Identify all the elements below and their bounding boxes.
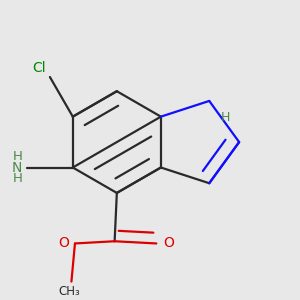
Text: H: H: [220, 111, 230, 124]
Text: H: H: [12, 172, 22, 185]
Text: O: O: [58, 236, 69, 250]
Text: N: N: [12, 160, 22, 175]
Text: Cl: Cl: [33, 61, 46, 75]
Text: O: O: [164, 236, 174, 250]
Text: H: H: [12, 150, 22, 163]
Text: CH₃: CH₃: [58, 285, 80, 298]
